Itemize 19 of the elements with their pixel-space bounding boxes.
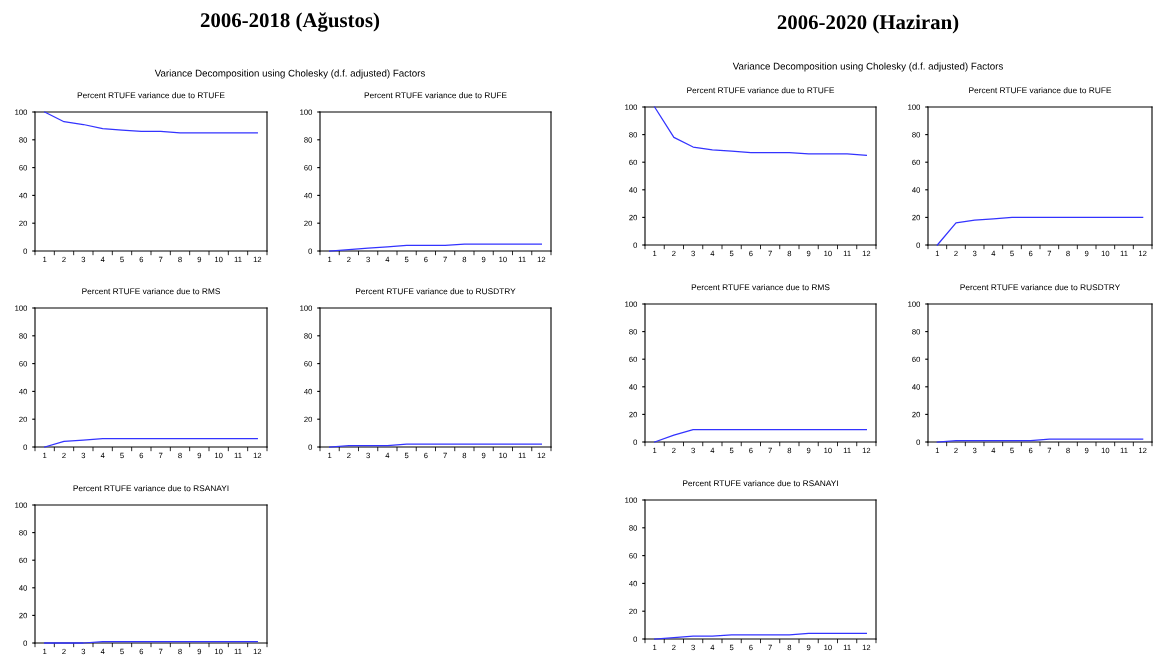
chart-title: Percent RTUFE variance due to RUFE [969, 87, 1112, 94]
line-series [653, 106, 867, 156]
text: 2006-2020 (Haziran) [777, 14, 959, 34]
chart-title: Percent RTUFE variance due to RSANAYI [683, 480, 838, 487]
chart-title: Percent RTUFE variance due to RMS [691, 284, 830, 291]
chart-title: Percent RTUFE variance due to RSANAYI [73, 485, 229, 492]
text: Variance Decomposition using Cholesky (d.f. adjusted) Factors [732, 62, 1003, 72]
line-series [44, 438, 258, 448]
chart-title: Percent RTUFE variance due to RMS [82, 288, 221, 295]
line-series [936, 216, 1144, 246]
text: 2006-2018 (Ağustos) [200, 12, 380, 32]
line-series [328, 243, 542, 252]
chart-title: Percent RTUFE variance due to RTUFE [687, 87, 835, 94]
chart-title: Percent RTUFE variance due to RTUFE [77, 92, 225, 99]
chart-title: Percent RTUFE variance due to RUSDTRY [960, 284, 1121, 291]
text: Variance Decomposition using Cholesky (d.f. adjusted) Factors [154, 69, 425, 79]
line-series [44, 111, 258, 134]
chart-title: Percent RTUFE variance due to RUFE [364, 92, 507, 99]
chart-title: Percent RTUFE variance due to RUSDTRY [355, 288, 516, 295]
